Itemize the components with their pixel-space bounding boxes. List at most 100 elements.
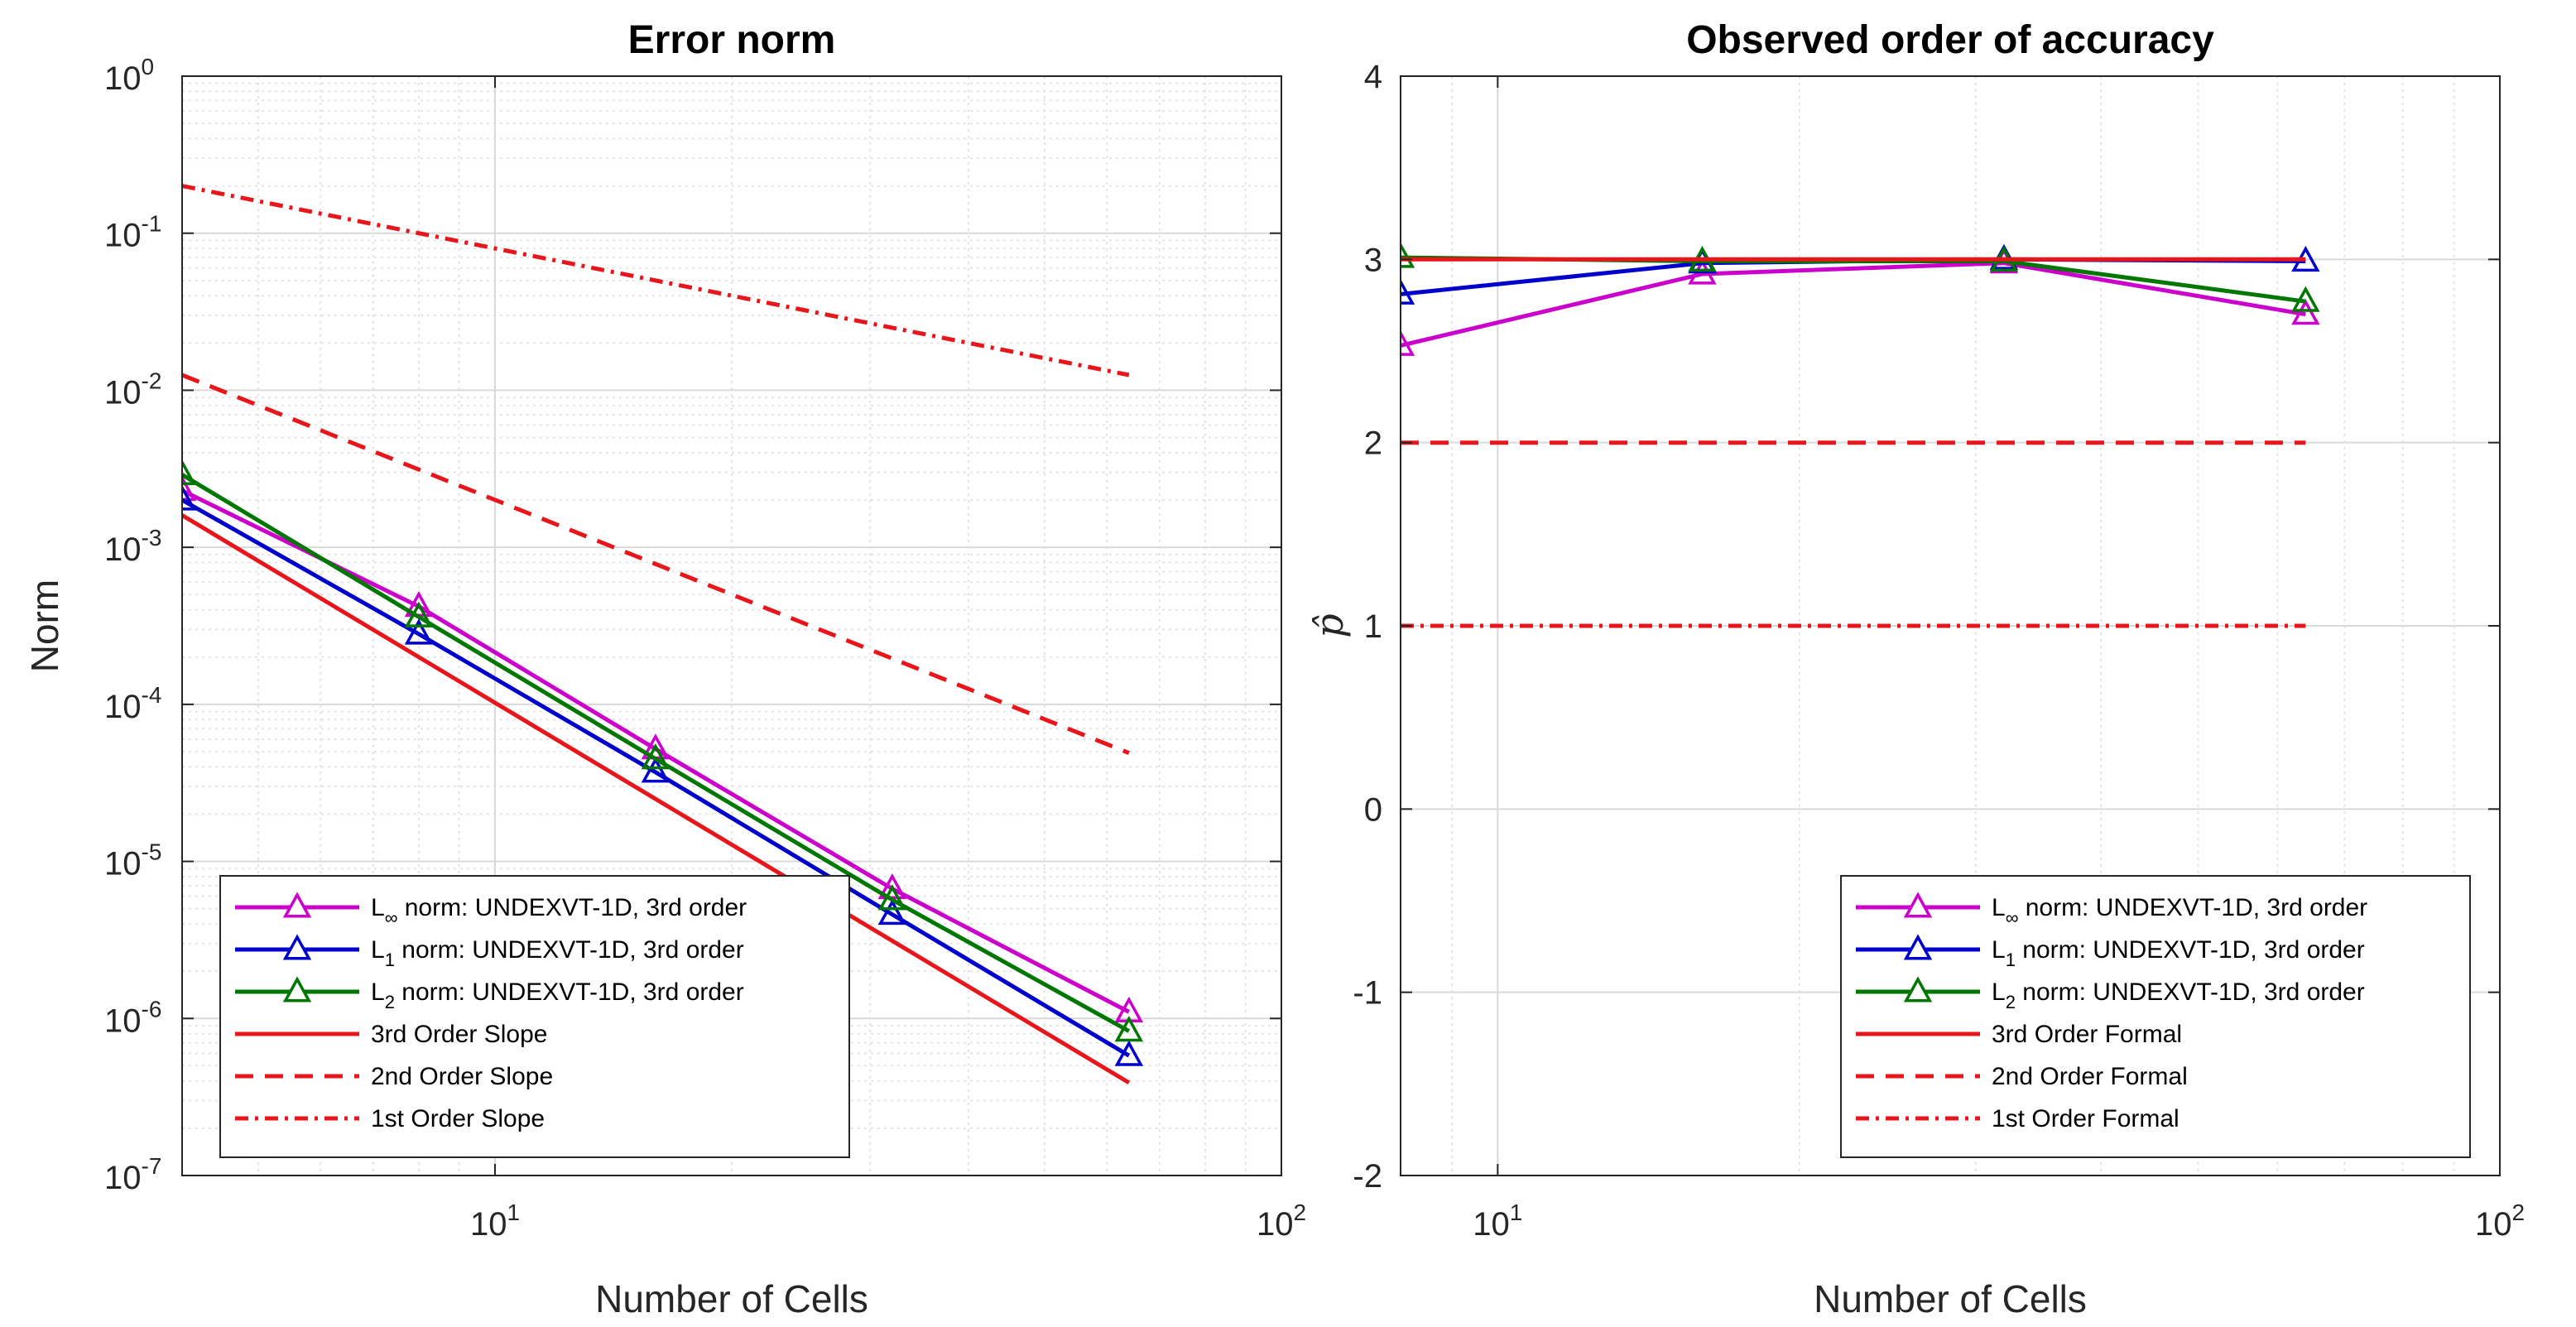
legend-label-rest: norm: UNDEXVT-1D, 3rd order xyxy=(2018,894,2367,921)
x-tick-label: 101 xyxy=(1473,1200,1522,1243)
axes-frame xyxy=(181,75,1282,1176)
series-line-3 xyxy=(182,473,1131,1033)
y-tick-exponent: -3 xyxy=(142,525,162,551)
data-point-marker xyxy=(404,601,434,627)
series-group xyxy=(182,184,1144,1085)
y-tick-label: 2 xyxy=(1364,426,1382,462)
legend-label: L2 norm: UNDEXVT-1D, 3rd order xyxy=(1992,978,2365,1012)
legend-label-main: L xyxy=(1992,894,2006,921)
y-tick-base: 10 xyxy=(104,374,142,411)
legend-label: L1 norm: UNDEXVT-1D, 3rd order xyxy=(1992,936,2365,970)
y-tick-label: 0 xyxy=(1364,791,1382,828)
y-tick-label: 4 xyxy=(1364,59,1382,95)
data-point-marker xyxy=(641,757,670,783)
x-tick-label: 102 xyxy=(2475,1200,2525,1243)
data-point-marker xyxy=(1401,242,1415,268)
y-tick-exponent: -5 xyxy=(142,839,162,865)
legend-label-main: L xyxy=(371,978,385,1006)
data-point-marker xyxy=(1114,1040,1144,1066)
legend-label-main: 2nd Order Slope xyxy=(371,1063,553,1090)
x-tick-exponent: 1 xyxy=(507,1200,520,1225)
legend-label-subscript: 2 xyxy=(2006,992,2016,1012)
y-tick-base: 10 xyxy=(104,1002,142,1039)
chart-title: Error norm xyxy=(628,18,836,62)
legend-label-main: L xyxy=(1992,936,2006,964)
legend-label: L2 norm: UNDEXVT-1D, 3rd order xyxy=(371,978,744,1012)
data-point-marker xyxy=(182,474,197,502)
series-line-1 xyxy=(1401,261,2306,348)
data-point-marker xyxy=(2291,299,2320,325)
legend-box xyxy=(1840,875,2471,1158)
x-tick-base: 10 xyxy=(2475,1206,2512,1243)
legend-label: L∞ norm: UNDEXVT-1D, 3rd order xyxy=(371,894,747,928)
y-tick-label: 10-4 xyxy=(104,682,161,725)
legend-label-main: 3rd Order Slope xyxy=(371,1021,547,1048)
y-tick-label: -2 xyxy=(1353,1158,1382,1195)
y-tick-exponent: -4 xyxy=(142,682,162,708)
tick-marks xyxy=(1401,75,2501,1176)
legend-label-rest: norm: UNDEXVT-1D, 3rd order xyxy=(395,978,744,1006)
legend-label-main: L xyxy=(1992,978,2006,1006)
legend-swatch-marker xyxy=(282,934,312,960)
tick-marks xyxy=(182,75,1282,1176)
y-tick-exponent: -1 xyxy=(142,211,162,237)
legend-label: L1 norm: UNDEXVT-1D, 3rd order xyxy=(371,936,744,970)
y-axis-label: Norm xyxy=(23,579,66,672)
data-point-marker xyxy=(404,618,434,645)
y-tick-label: 1 xyxy=(1364,608,1382,645)
series-line-4 xyxy=(182,513,1131,1085)
legend-label-rest: norm: UNDEXVT-1D, 3rd order xyxy=(2016,936,2365,964)
series-group xyxy=(1401,242,2320,628)
data-point-marker xyxy=(2291,286,2320,312)
x-axis-label: Number of Cells xyxy=(595,1277,868,1320)
legend-label-rest: norm: UNDEXVT-1D, 3rd order xyxy=(2016,978,2365,1006)
legend-label: 1st Order Slope xyxy=(371,1105,545,1132)
x-tick-label: 102 xyxy=(1257,1200,1306,1243)
y-tick-base: 10 xyxy=(104,689,142,725)
x-tick-base: 10 xyxy=(470,1206,507,1243)
x-tick-base: 10 xyxy=(1473,1206,1510,1243)
y-tick-label: 10-7 xyxy=(104,1153,161,1196)
x-tick-exponent: 2 xyxy=(2511,1200,2525,1225)
legend-swatch-marker xyxy=(282,892,312,918)
chart-title: Observed order of accuracy xyxy=(1686,18,2214,62)
legend-label: 2nd Order Formal xyxy=(1992,1063,2188,1090)
legend-label-main: 2nd Order Formal xyxy=(1992,1063,2188,1090)
series-line-6 xyxy=(182,184,1130,377)
legend-label-subscript: 1 xyxy=(385,950,395,970)
legend-label-subscript: ∞ xyxy=(2006,907,2019,928)
y-tick-base: 10 xyxy=(104,531,142,568)
data-point-marker xyxy=(877,884,907,911)
data-point-marker xyxy=(1401,278,1415,305)
chart-1: 101 10210-710-610-510-410-310-210-1100Err… xyxy=(23,18,1306,1320)
y-tick-base: 10 xyxy=(104,846,142,882)
legend-swatch-marker xyxy=(1903,934,1933,960)
legend-label-main: L xyxy=(371,936,385,964)
legend-label: 1st Order Formal xyxy=(1992,1105,2180,1132)
y-tick-exponent: -6 xyxy=(142,996,162,1022)
x-tick-exponent: 2 xyxy=(1293,1200,1306,1225)
y-tick-base: 10 xyxy=(104,218,142,254)
legend-label: L∞ norm: UNDEXVT-1D, 3rd order xyxy=(1992,894,2367,928)
legend-label-main: 3rd Order Formal xyxy=(1992,1021,2182,1048)
y-tick-label: 10-6 xyxy=(104,996,161,1039)
series-line-2 xyxy=(182,498,1131,1058)
legend-label-subscript: 1 xyxy=(2006,950,2016,970)
y-tick-label: 10-2 xyxy=(104,368,161,411)
x-tick-exponent: 1 xyxy=(1510,1200,1523,1225)
y-tick-exponent: -2 xyxy=(142,368,162,393)
x-axis-label: Number of Cells xyxy=(1814,1277,2087,1320)
data-point-marker xyxy=(182,484,197,511)
y-tick-label: -1 xyxy=(1353,975,1382,1012)
legend-box xyxy=(219,875,850,1158)
legend-label-main: 1st Order Slope xyxy=(371,1105,545,1132)
legend-label: 3rd Order Formal xyxy=(1992,1021,2182,1048)
legend-label-main: 1st Order Formal xyxy=(1992,1105,2180,1132)
y-tick-label: 10-5 xyxy=(104,839,161,882)
y-tick-label: 10-1 xyxy=(104,211,161,254)
x-tick-base: 10 xyxy=(1257,1206,1294,1243)
legend-label-main: L xyxy=(371,894,385,921)
data-point-marker xyxy=(182,459,197,485)
